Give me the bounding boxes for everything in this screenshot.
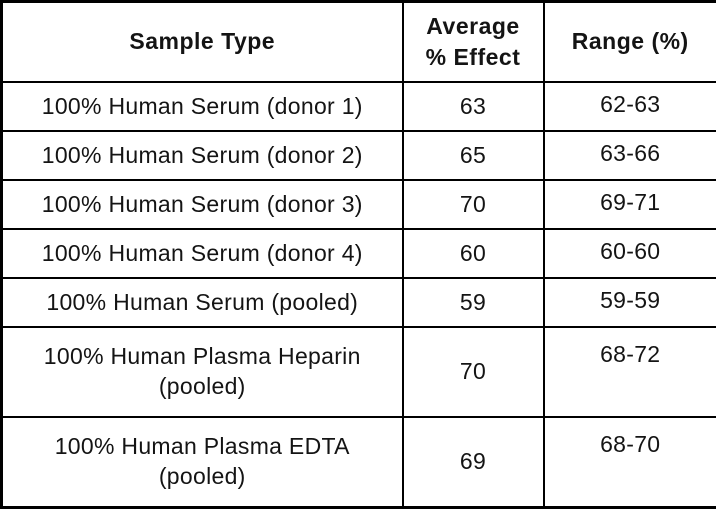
- table-row: 100% Human Serum (donor 1) 63 62-63: [2, 82, 716, 131]
- cell-range: 60-60: [544, 229, 716, 278]
- table-row: 100% Human Serum (donor 4) 60 60-60: [2, 229, 716, 278]
- cell-sample-type: 100% Human Serum (donor 4): [2, 229, 403, 278]
- table-header: Sample Type Average % Effect Range (%): [2, 2, 716, 83]
- table-body: 100% Human Serum (donor 1) 63 62-63 100%…: [2, 82, 716, 508]
- cell-range: 63-66: [544, 131, 716, 180]
- table-row: 100% Human Serum (donor 2) 65 63-66: [2, 131, 716, 180]
- table-row: 100% Human Serum (pooled) 59 59-59: [2, 278, 716, 327]
- cell-sample-type: 100% Human Plasma EDTA (pooled): [2, 417, 403, 508]
- table-row: 100% Human Plasma EDTA (pooled) 69 68-70: [2, 417, 716, 508]
- header-row: Sample Type Average % Effect Range (%): [2, 2, 716, 83]
- column-header-average-effect: Average % Effect: [403, 2, 544, 83]
- cell-average-effect: 60: [403, 229, 544, 278]
- cell-average-effect: 59: [403, 278, 544, 327]
- cell-sample-type: 100% Human Serum (donor 1): [2, 82, 403, 131]
- cell-average-effect: 65: [403, 131, 544, 180]
- table-row: 100% Human Plasma Heparin (pooled) 70 68…: [2, 327, 716, 417]
- cell-range: 68-70: [544, 417, 716, 508]
- cell-average-effect: 69: [403, 417, 544, 508]
- cell-average-effect: 63: [403, 82, 544, 131]
- table-row: 100% Human Serum (donor 3) 70 69-71: [2, 180, 716, 229]
- cell-range: 59-59: [544, 278, 716, 327]
- cell-sample-type: 100% Human Serum (donor 2): [2, 131, 403, 180]
- column-header-range: Range (%): [544, 2, 716, 83]
- cell-average-effect: 70: [403, 180, 544, 229]
- cell-average-effect: 70: [403, 327, 544, 417]
- column-header-sample-type: Sample Type: [2, 2, 403, 83]
- cell-sample-type: 100% Human Serum (donor 3): [2, 180, 403, 229]
- cell-range: 68-72: [544, 327, 716, 417]
- cell-range: 62-63: [544, 82, 716, 131]
- cell-sample-type: 100% Human Plasma Heparin (pooled): [2, 327, 403, 417]
- cell-range: 69-71: [544, 180, 716, 229]
- cell-sample-type: 100% Human Serum (pooled): [2, 278, 403, 327]
